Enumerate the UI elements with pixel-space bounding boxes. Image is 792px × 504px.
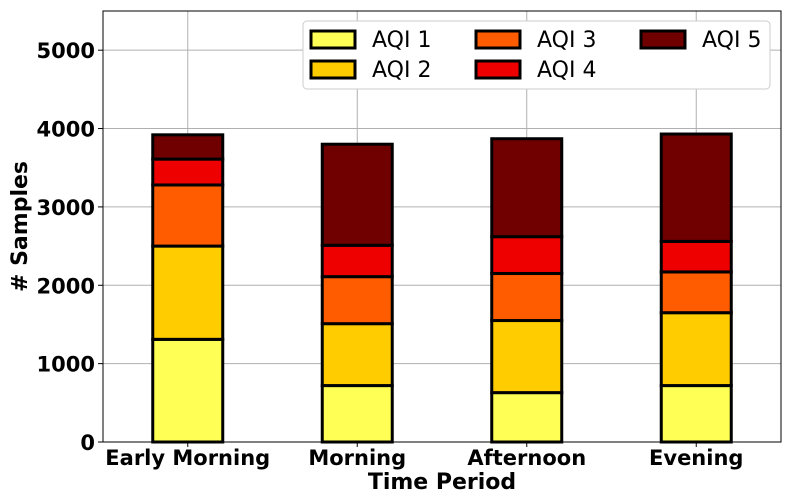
legend-label-aqi-4: AQI 4 [537, 58, 596, 83]
y-tick-label-0: 0 [80, 431, 95, 455]
bars [151, 132, 733, 444]
x-tick-label-3: Evening [649, 446, 743, 470]
legend-swatch-aqi-5 [639, 29, 687, 50]
bar-afternoon-aqi-2 [490, 319, 564, 395]
y-tick-label-3: 3000 [37, 196, 95, 220]
x-tick-label-0: Early Morning [105, 446, 270, 470]
bar-morning-aqi-1 [320, 384, 394, 444]
y-tick-label-1: 1000 [37, 353, 95, 377]
bar-evening-aqi-3 [659, 270, 733, 315]
legend-label-aqi-2: AQI 2 [372, 58, 431, 83]
bar-afternoon-aqi-4 [490, 235, 564, 276]
y-tick-label-4: 4000 [37, 118, 95, 142]
plot-frame [102, 10, 782, 443]
legend: AQI 1 AQI 2 AQI 3 AQI 4 AQI 5 [302, 20, 771, 90]
bar-evening-aqi-5 [659, 132, 733, 243]
bar-evening-aqi-2 [659, 311, 733, 388]
bar-early-morning-aqi-5 [151, 133, 225, 161]
legend-label-aqi-5: AQI 5 [702, 28, 761, 53]
x-axis-label: Time Period [368, 470, 516, 495]
y-tick-label-5: 5000 [37, 39, 95, 63]
x-tick-label-1: Morning [308, 446, 406, 470]
legend-swatch-aqi-3 [474, 29, 522, 50]
legend-label-aqi-1: AQI 1 [372, 28, 431, 53]
bar-early-morning-aqi-2 [151, 244, 225, 341]
bar-early-morning-aqi-1 [151, 337, 225, 444]
bar-morning-aqi-5 [320, 142, 394, 247]
bar-afternoon-aqi-5 [490, 137, 564, 239]
y-axis-ticks: 0 1000 2000 3000 4000 5000 [37, 39, 103, 455]
bar-morning-aqi-3 [320, 275, 394, 326]
bar-evening-aqi-1 [659, 384, 733, 444]
bar-early-morning-aqi-3 [151, 183, 225, 248]
bar-evening-aqi-4 [659, 239, 733, 274]
legend-swatch-aqi-2 [309, 59, 357, 80]
bar-early-morning-aqi-4 [151, 157, 225, 187]
x-tick-label-2: Afternoon [467, 446, 586, 470]
y-tick-label-2: 2000 [37, 274, 95, 298]
x-axis-ticks: Early Morning Morning Afternoon Evening [105, 442, 743, 470]
y-axis-label: # Samples [8, 161, 33, 292]
bar-afternoon-aqi-3 [490, 272, 564, 323]
legend-swatch-aqi-1 [309, 29, 357, 50]
bar-morning-aqi-2 [320, 322, 394, 388]
bar-morning-aqi-4 [320, 243, 394, 279]
legend-label-aqi-3: AQI 3 [537, 28, 596, 53]
bar-afternoon-aqi-1 [490, 391, 564, 444]
legend-swatch-aqi-4 [474, 59, 522, 80]
